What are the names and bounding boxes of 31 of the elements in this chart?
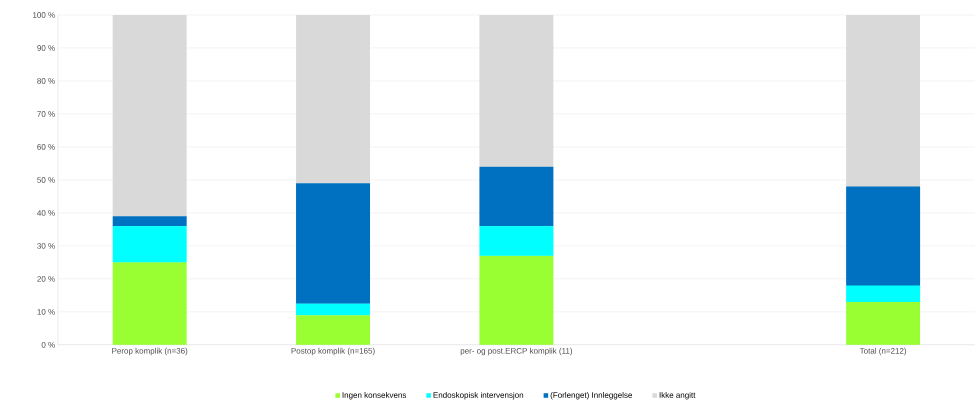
bar <box>479 166 554 226</box>
y-tick-label: 60 % <box>37 144 55 150</box>
bar <box>112 262 187 345</box>
x-tick-label: per- og post.ERCP komplik (11) <box>460 348 572 356</box>
legend-label: Endoskopisk intervensjon <box>434 392 524 400</box>
y-tick-label: 90 % <box>37 45 55 51</box>
x-tick-label: Perop komplik (n=36) <box>112 348 188 356</box>
y-tick-label: 70 % <box>37 111 55 117</box>
x-tick-label: Total (n=212) <box>860 348 906 356</box>
y-tick-label: 20 % <box>37 276 55 282</box>
bar <box>112 216 187 226</box>
bar <box>296 315 370 345</box>
bar <box>846 286 920 302</box>
bar <box>846 302 920 345</box>
y-tick-label: 30 % <box>37 243 55 249</box>
bar <box>296 304 370 316</box>
y-tick-label: 80 % <box>37 78 55 84</box>
legend-label: Ingen konsekvens <box>342 392 406 400</box>
x-tick-label: Postop komplik (n=165) <box>292 348 375 356</box>
legend-label: (Forlenget) Innleggelse <box>550 392 632 400</box>
y-tick-label: 0 % <box>42 342 55 348</box>
legend-label: Ikke angitt <box>660 392 696 400</box>
bar <box>112 226 187 262</box>
y-tick-label: 50 % <box>37 177 55 183</box>
bar <box>846 186 920 286</box>
y-tick-label: 100 % <box>33 12 55 18</box>
bar <box>296 183 370 304</box>
bar <box>479 256 554 345</box>
y-tick-label: 10 % <box>38 309 55 315</box>
y-tick-label: 40 % <box>37 210 55 216</box>
bar <box>479 226 554 256</box>
